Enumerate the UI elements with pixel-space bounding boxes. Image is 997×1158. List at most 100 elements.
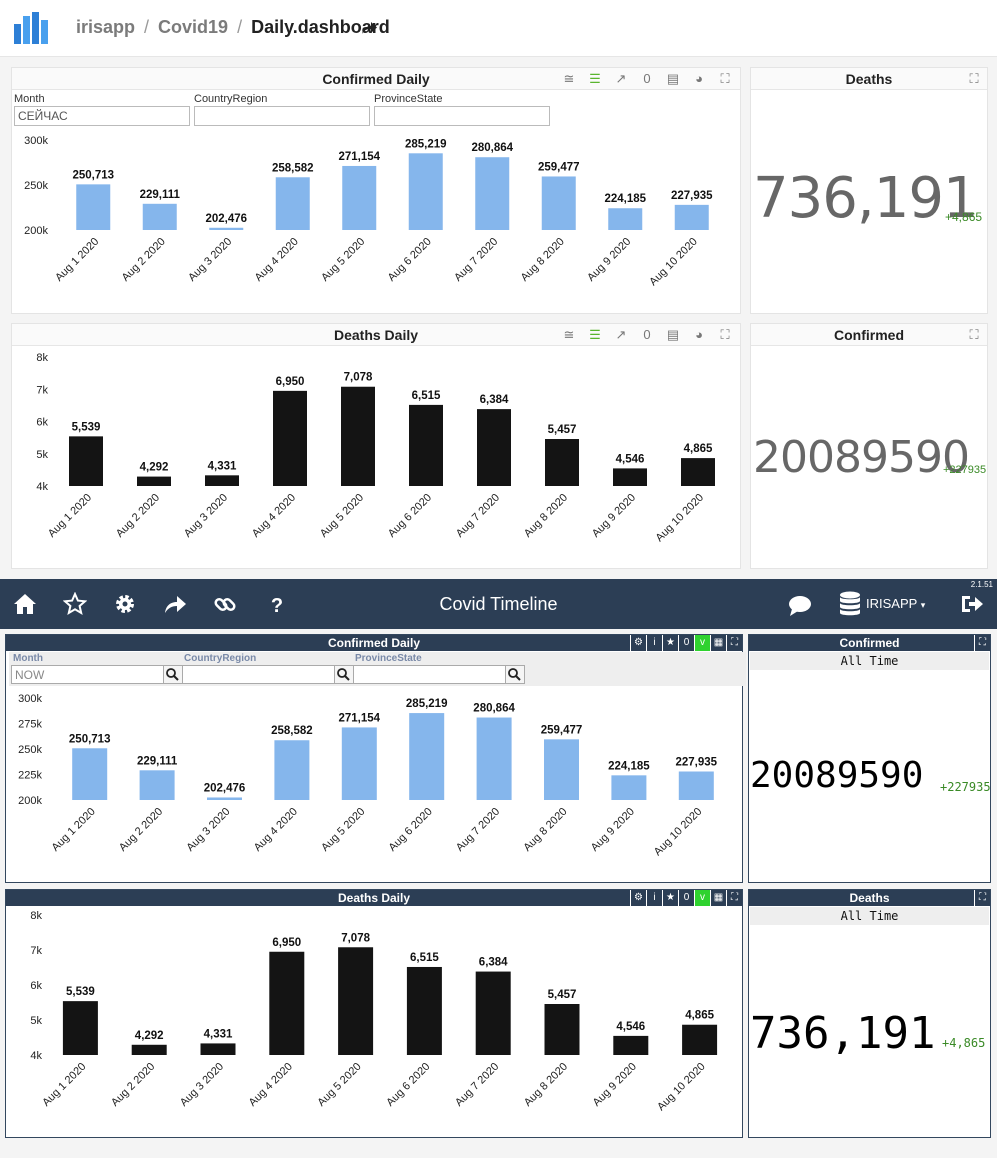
expand-icon[interactable]: ⛶: [969, 71, 979, 86]
user-menu[interactable]: IRISAPP ▾: [866, 596, 926, 611]
star-icon[interactable]: ★: [662, 635, 678, 651]
list-icon[interactable]: ☰: [589, 71, 601, 86]
share-icon[interactable]: [163, 592, 187, 616]
month-filter-input[interactable]: NOW: [11, 665, 183, 684]
chart-type-icon[interactable]: ≅: [563, 71, 575, 86]
confirmed-kpi-value: 20089590: [753, 432, 970, 483]
province-state-filter-input[interactable]: [374, 106, 550, 126]
bar: [207, 797, 242, 800]
help-icon[interactable]: ?: [265, 592, 289, 616]
toggle-icon[interactable]: v: [694, 890, 710, 906]
share-icon[interactable]: [360, 19, 378, 37]
province-state-filter-input[interactable]: [353, 665, 525, 684]
filter-label: ProvinceState: [355, 653, 422, 664]
month-filter-input[interactable]: СЕЙЧАС: [14, 106, 190, 126]
breadcrumb-item-dashboard: Daily.dashboard: [251, 17, 390, 37]
data-label: 229,111: [140, 189, 181, 201]
table-icon[interactable]: ▦: [710, 890, 726, 906]
table-icon[interactable]: ▦: [710, 635, 726, 651]
expand-icon[interactable]: ⛶: [726, 635, 742, 651]
x-tick-label: Aug 10 2020: [655, 1061, 708, 1114]
gear-icon[interactable]: ⚙: [630, 635, 646, 651]
list-icon[interactable]: ☰: [589, 327, 601, 342]
breadcrumb-item-irisapp[interactable]: irisapp: [76, 17, 136, 37]
data-label: 6,515: [412, 390, 441, 402]
table-icon[interactable]: ▤: [666, 71, 680, 86]
filter-label: CountryRegion: [194, 93, 268, 105]
bar: [131, 1044, 167, 1055]
chat-icon[interactable]: [788, 594, 812, 618]
data-label: 258,582: [272, 162, 314, 174]
data-label: 4,292: [135, 1030, 164, 1042]
palette-icon[interactable]: ◕: [695, 327, 703, 342]
info-icon[interactable]: i: [646, 635, 662, 651]
bar: [341, 386, 375, 486]
country-region-filter-input[interactable]: [194, 106, 370, 126]
expand-icon[interactable]: ⛶: [720, 327, 730, 342]
panel-title: Deaths Daily: [6, 890, 742, 906]
data-label: 224,185: [608, 760, 650, 772]
x-tick-label: Aug 6 2020: [387, 806, 435, 854]
expand-icon[interactable]: ⛶: [969, 327, 979, 342]
y-tick-label: 5k: [30, 1015, 42, 1027]
bar: [682, 1024, 718, 1055]
y-tick-label: 200k: [24, 225, 48, 237]
expand-icon[interactable]: ⛶: [974, 890, 990, 906]
logout-icon[interactable]: [960, 592, 984, 616]
data-label: 250,713: [72, 169, 114, 181]
widget-toolbar: ⛶: [965, 326, 983, 344]
panel-title: Confirmed Daily: [12, 68, 740, 90]
bar: [409, 404, 443, 486]
data-label: 227,935: [676, 757, 718, 769]
y-tick-label: 8k: [36, 352, 48, 364]
search-icon[interactable]: [163, 666, 182, 683]
y-tick-label: 8k: [30, 910, 42, 922]
filter-count: 0: [678, 635, 694, 651]
bar: [544, 739, 579, 800]
data-label: 259,477: [541, 724, 583, 736]
bar: [545, 439, 579, 486]
filter-count: 0: [643, 327, 651, 342]
bar: [406, 966, 442, 1055]
widget-toolbar: ≅ ☰ ↗ 0 ▤ ◕ ⛶: [560, 70, 734, 88]
bar: [274, 740, 310, 800]
toggle-icon[interactable]: v: [694, 635, 710, 651]
gear-icon[interactable]: ⚙: [630, 890, 646, 906]
line-chart-icon[interactable]: ↗: [615, 71, 627, 86]
x-tick-label: Aug 10 2020: [647, 236, 700, 289]
line-chart-icon[interactable]: ↗: [615, 327, 627, 342]
kpi-subtitle: All Time: [750, 907, 989, 925]
logo-icon[interactable]: [12, 10, 50, 46]
expand-icon[interactable]: ⛶: [974, 635, 990, 651]
top-header: irisapp / Covid19 / Daily.dashboard: [0, 0, 997, 57]
gear-icon[interactable]: [113, 592, 137, 616]
data-label: 271,154: [338, 151, 380, 163]
panel-title: Confirmed Daily: [6, 635, 742, 651]
dsw-deaths-daily-panel: Deaths Daily ⚙ i ★ 0 v ▦ ⛶ 4k 5k 6k 7k 8k 5,5…: [5, 889, 743, 1138]
link-icon[interactable]: [213, 592, 237, 616]
x-tick-label: Aug 5 2020: [315, 1061, 363, 1109]
data-label: 4,331: [208, 460, 237, 472]
data-label: 280,864: [471, 142, 513, 154]
database-icon[interactable]: [839, 591, 861, 617]
star-icon[interactable]: [63, 592, 87, 616]
expand-icon[interactable]: ⛶: [726, 890, 742, 906]
x-tick-label: Aug 6 2020: [386, 492, 434, 540]
palette-icon[interactable]: ◕: [695, 71, 703, 86]
x-tick-label: Aug 4 2020: [253, 236, 301, 284]
expand-icon[interactable]: ⛶: [720, 71, 730, 86]
table-icon[interactable]: ▤: [666, 327, 680, 342]
chart-type-icon[interactable]: ≅: [563, 327, 575, 342]
country-region-filter-input[interactable]: [182, 665, 354, 684]
search-icon[interactable]: [505, 666, 524, 683]
info-icon[interactable]: i: [646, 890, 662, 906]
x-tick-label: Aug 5 2020: [319, 806, 367, 854]
breadcrumb-item-covid19[interactable]: Covid19: [158, 17, 229, 37]
bar: [408, 153, 443, 230]
bar: [269, 951, 305, 1055]
star-icon[interactable]: ★: [662, 890, 678, 906]
deaths-daily-chart: 4k 5k 6k 7k 8k 5,539 Aug 1 2020 4,292 Aug 2 2020…: [36, 352, 715, 544]
bar: [475, 971, 511, 1055]
home-icon[interactable]: [13, 592, 37, 616]
search-icon[interactable]: [334, 666, 353, 683]
